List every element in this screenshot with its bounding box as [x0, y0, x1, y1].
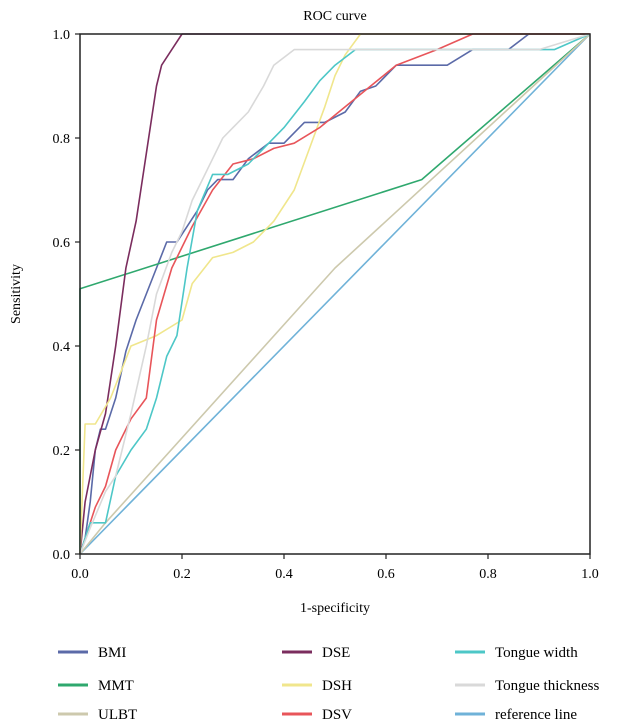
- legend-label: DSV: [322, 707, 352, 722]
- legend-label: Tongue width: [495, 645, 578, 661]
- legend: BMI MMT ULBT DSE DSH DSV Tongue width Tongue th…: [58, 645, 600, 722]
- legend-label: MMT: [98, 678, 134, 694]
- plot-frame: [79, 33, 591, 555]
- legend-item: Tongue width: [455, 645, 578, 661]
- legend-item: DSE: [282, 645, 350, 661]
- legend-label: Tongue thickness: [495, 678, 600, 694]
- tick-layer: 0.0 0.2 0.4 0.6 0.8 1.0 0.0 0.2 0.4 0.6 0.8 1.0: [53, 28, 599, 582]
- x-axis-label: 1-specificity: [300, 601, 370, 616]
- legend-label: ULBT: [98, 707, 137, 722]
- chart-title: ROC curve: [303, 9, 366, 24]
- legend-item: MMT: [58, 678, 134, 694]
- legend-label: DSE: [322, 645, 350, 661]
- x-tick-label: 0.2: [173, 567, 191, 582]
- legend-item: ULBT: [58, 707, 137, 722]
- x-tick-label: 0.4: [275, 567, 293, 582]
- series-layer: [79, 33, 591, 555]
- x-tick-label: 0.8: [479, 567, 497, 582]
- legend-item: BMI: [58, 645, 126, 661]
- legend-item: Tongue thickness: [455, 678, 600, 694]
- series-line-tongue-thickness: [79, 33, 591, 555]
- y-axis-label: Sensitivity: [9, 264, 24, 324]
- y-tick-label: 0.2: [53, 444, 71, 459]
- legend-item: DSH: [282, 678, 352, 694]
- series-line-ulbt: [79, 33, 591, 555]
- legend-label: DSH: [322, 678, 352, 694]
- y-tick-label: 1.0: [53, 28, 71, 43]
- legend-item: DSV: [282, 707, 352, 722]
- y-tick-label: 0.0: [53, 548, 71, 563]
- y-tick-label: 0.4: [53, 340, 71, 355]
- y-tick-label: 0.8: [53, 132, 71, 147]
- x-tick-label: 0.6: [377, 567, 395, 582]
- x-tick-label: 1.0: [581, 567, 599, 582]
- series-line-reference-line: [79, 33, 591, 555]
- legend-label: reference line: [495, 707, 577, 722]
- y-tick-label: 0.6: [53, 236, 71, 251]
- legend-label: BMI: [98, 645, 126, 661]
- legend-item: reference line: [455, 707, 577, 722]
- series-line-dsv: [79, 33, 590, 555]
- x-tick-label: 0.0: [71, 567, 89, 582]
